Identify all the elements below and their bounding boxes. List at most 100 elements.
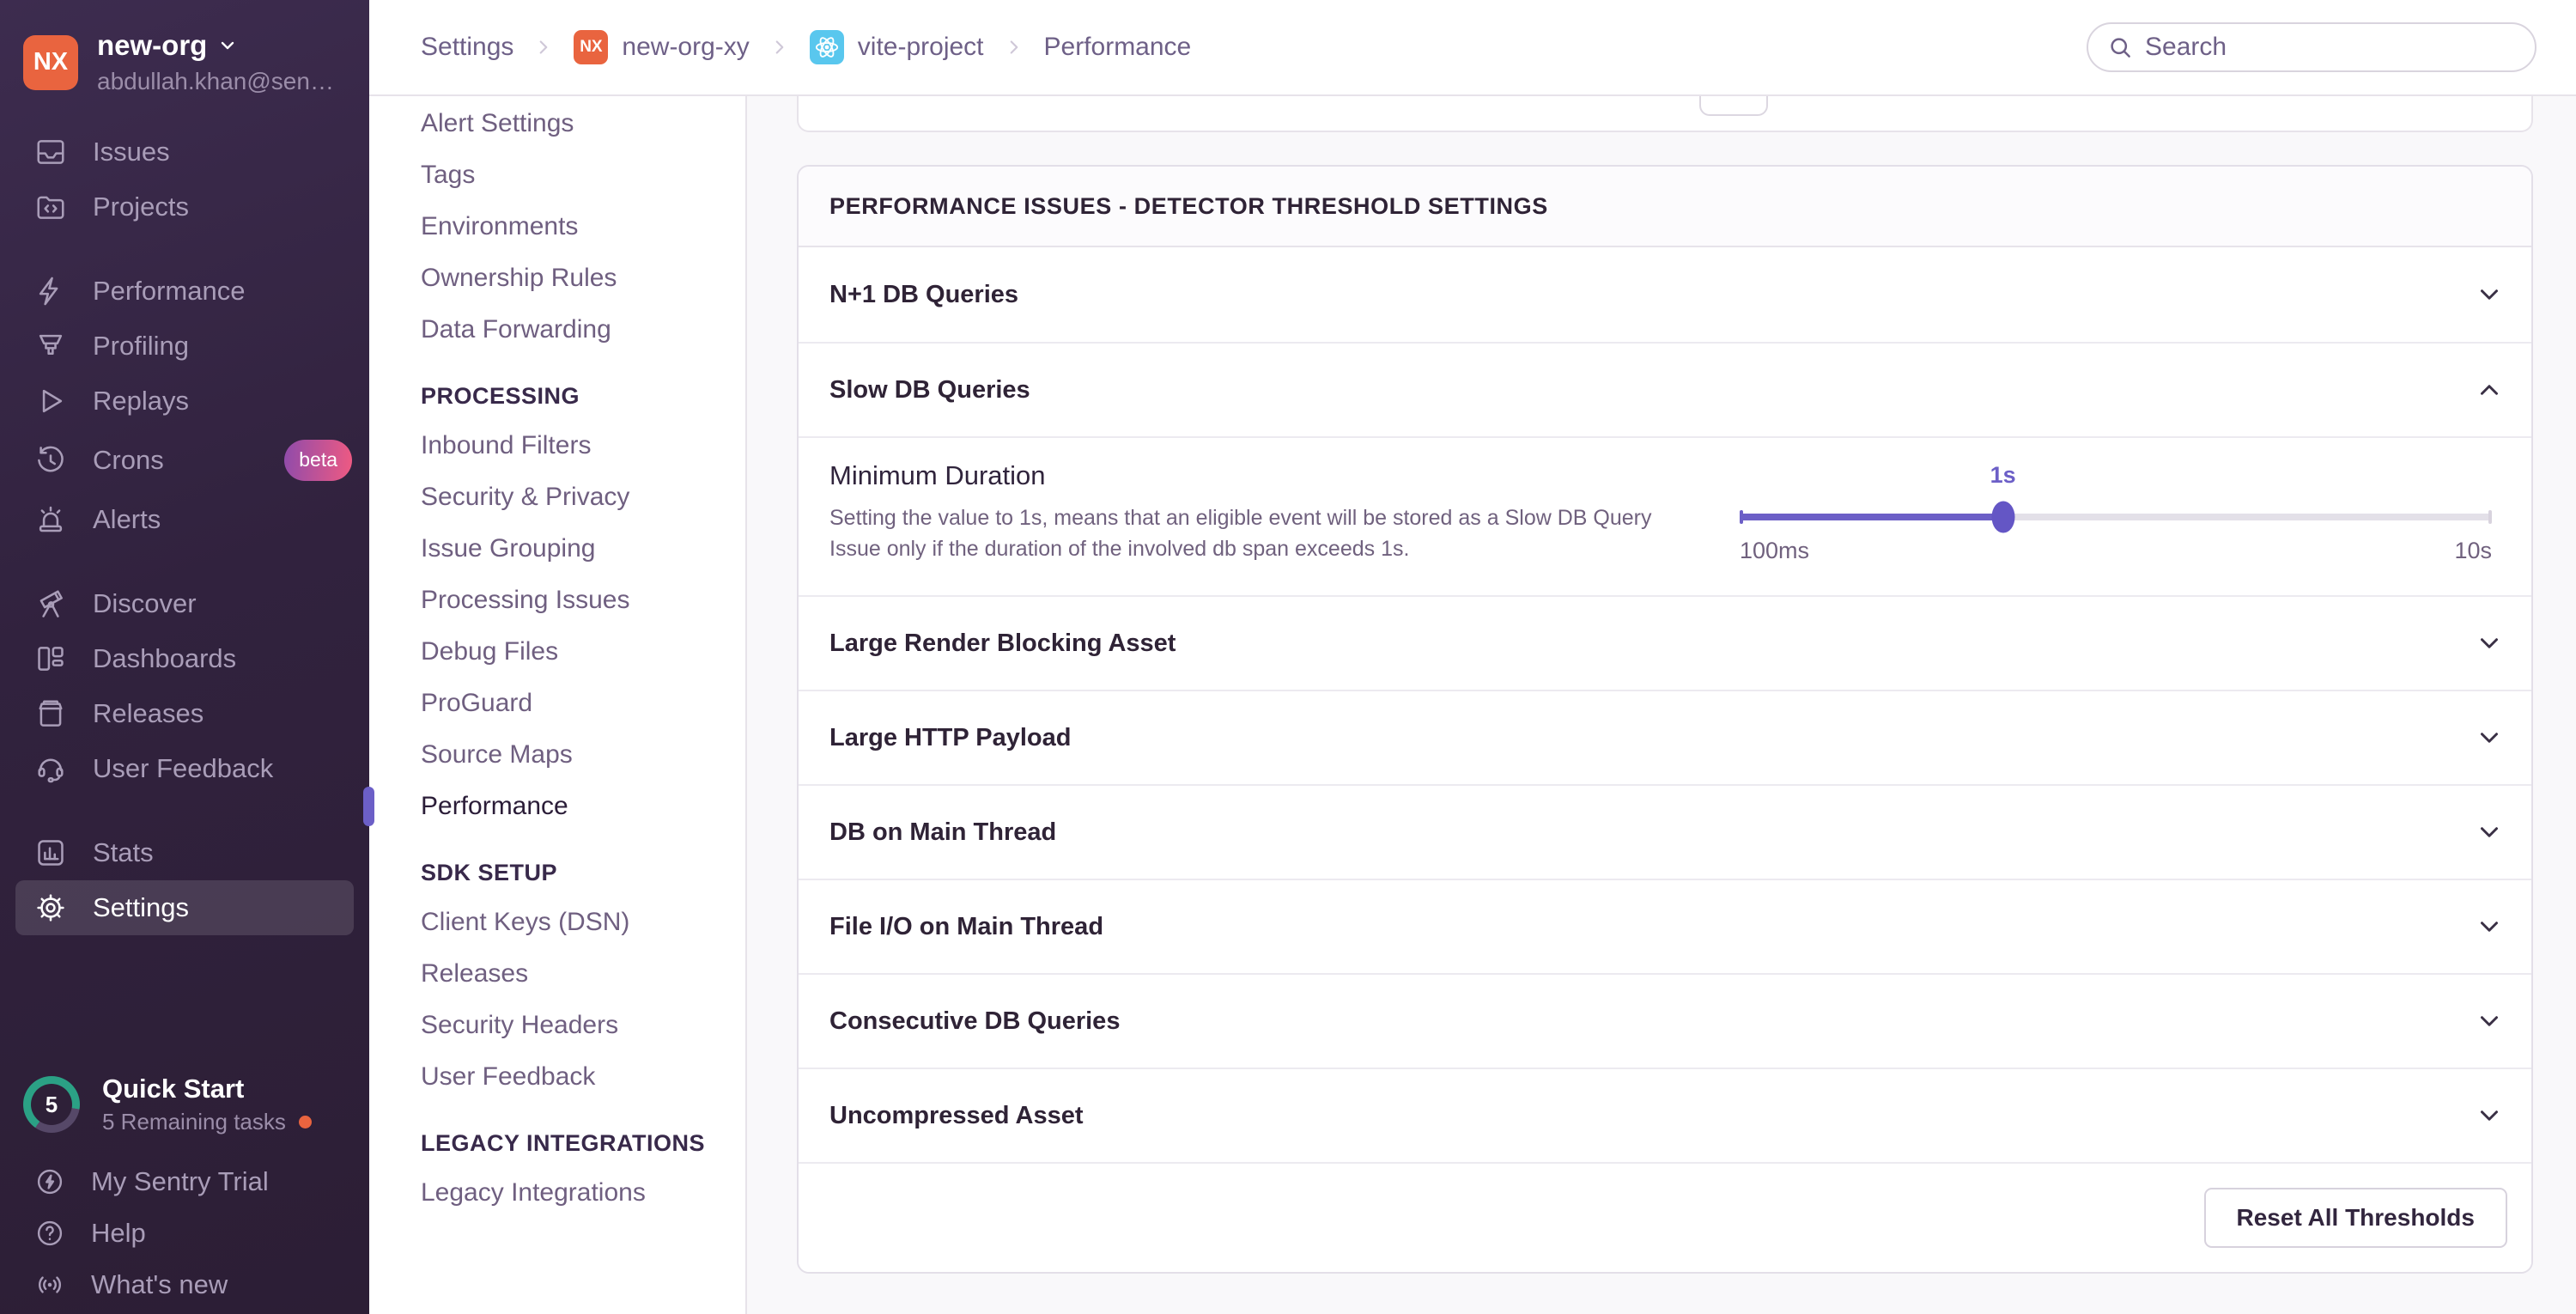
dashboards-icon <box>34 642 67 675</box>
settings-nav-item-releases[interactable]: Releases <box>369 948 745 1000</box>
sidebar-item-settings[interactable]: Settings <box>15 880 354 935</box>
sidebar-group: Performance Profiling Replays Crons beta … <box>0 264 369 547</box>
chevron-down-icon <box>2475 1101 2504 1130</box>
chevron-down-icon <box>2475 1007 2504 1036</box>
detector-rows: N+1 DB Queries Slow DB Queries Minimum D… <box>799 247 2531 1162</box>
settings-nav-section-header: SDK SETUP <box>421 860 558 885</box>
performance-icon <box>34 275 67 307</box>
projects-icon <box>34 191 67 223</box>
sidebar-item-label: User Feedback <box>93 753 274 783</box>
sidebar-item-releases[interactable]: Releases <box>0 686 369 741</box>
sidebar-item-discover[interactable]: Discover <box>0 576 369 631</box>
settings-nav-item-ownership-rules[interactable]: Ownership Rules <box>369 252 745 304</box>
sidebar-item-dashboards[interactable]: Dashboards <box>0 631 369 686</box>
slider-max-label: 10s <box>2454 538 2492 563</box>
search-icon <box>2107 34 2133 60</box>
breadcrumb-vite-project[interactable]: vite-project <box>809 30 984 64</box>
settings-nav-item-label: Alert Settings <box>421 109 574 137</box>
settings-nav-item-environments[interactable]: Environments <box>369 201 745 252</box>
settings-nav-item-processing-issues[interactable]: Processing Issues <box>369 575 745 626</box>
panel-title: PERFORMANCE ISSUES - DETECTOR THRESHOLD … <box>799 167 2531 247</box>
trial-icon <box>34 1166 65 1197</box>
scrolled-panel-bottom <box>797 96 2533 132</box>
quick-start-title: Quick Start <box>102 1074 245 1104</box>
sidebar-item-projects[interactable]: Projects <box>0 179 369 234</box>
search-input[interactable] <box>2145 33 2516 62</box>
sidebar-group: Discover Dashboards Releases User Feedba… <box>0 576 369 796</box>
sidebar-bottom: 5 Quick Start 5 Remaining tasks My Sentr… <box>0 1058 369 1314</box>
slider-handle[interactable] <box>1991 501 2015 533</box>
settings-nav-item-label: Performance <box>421 792 568 820</box>
alerts-icon <box>34 503 67 536</box>
sidebar-item-performance[interactable]: Performance <box>0 264 369 319</box>
panel-footer: Reset All Thresholds <box>799 1162 2531 1272</box>
sidebar-item-help[interactable]: Help <box>0 1208 369 1259</box>
settings-nav-item-debug-files[interactable]: Debug Files <box>369 626 745 678</box>
chevron-right-icon <box>1003 36 1025 58</box>
settings-nav-item-label: Tags <box>421 161 476 189</box>
settings-nav-item-proguard[interactable]: ProGuard <box>369 678 745 729</box>
detector-row-n-1-db-queries[interactable]: N+1 DB Queries <box>799 247 2531 342</box>
org-switcher[interactable]: NX new-org abdullah.khan@sen… <box>0 0 369 119</box>
sidebar-item-user-feedback[interactable]: User Feedback <box>0 741 369 796</box>
sidebar-item-issues[interactable]: Issues <box>0 125 369 179</box>
sidebar-utility-list: My Sentry Trial Help What's new <box>0 1156 369 1314</box>
detector-row-slow-db-queries[interactable]: Slow DB Queries <box>799 342 2531 436</box>
sidebar-item-label: Replays <box>93 386 189 416</box>
slow-db-queries-detail: Minimum Duration Setting the value to 1s… <box>799 436 2531 595</box>
settings-nav-item-label: Security Headers <box>421 1011 619 1039</box>
sidebar-item-my-sentry-trial[interactable]: My Sentry Trial <box>0 1156 369 1208</box>
sidebar-item-replays[interactable]: Replays <box>0 374 369 429</box>
detector-row-file-i-o-on-main-thread[interactable]: File I/O on Main Thread <box>799 879 2531 973</box>
settings-nav-item-user-feedback[interactable]: User Feedback <box>369 1051 745 1103</box>
detector-row-uncompressed-asset[interactable]: Uncompressed Asset <box>799 1068 2531 1162</box>
settings-nav-item-label: Ownership Rules <box>421 264 617 292</box>
chevron-down-icon <box>2475 629 2504 658</box>
org-avatar: NX <box>23 34 78 90</box>
sidebar-item-label: Stats <box>93 837 154 867</box>
replays-icon <box>34 385 67 417</box>
detector-row-large-http-payload[interactable]: Large HTTP Payload <box>799 690 2531 784</box>
breadcrumb-label: new-org-xy <box>622 33 750 61</box>
sidebar-item-stats[interactable]: Stats <box>0 825 369 880</box>
slider-track[interactable] <box>1740 501 2492 533</box>
search-box[interactable] <box>2087 22 2537 72</box>
settings-nav-item-client-keys-dsn[interactable]: Client Keys (DSN) <box>369 897 745 948</box>
settings-nav-item-security-headers[interactable]: Security Headers <box>369 1000 745 1051</box>
breadcrumb-settings[interactable]: Settings <box>421 33 513 62</box>
settings-nav-item-security-privacy[interactable]: Security & Privacy <box>369 471 745 523</box>
whats-new-icon <box>34 1269 65 1300</box>
settings-nav-item-issue-grouping[interactable]: Issue Grouping <box>369 523 745 575</box>
sidebar-item-profiling[interactable]: Profiling <box>0 319 369 374</box>
settings-nav-item-source-maps[interactable]: Source Maps <box>369 729 745 781</box>
cut-off-button[interactable] <box>1699 96 1768 116</box>
breadcrumb-new-org-xy[interactable]: NX new-org-xy <box>574 30 750 64</box>
sidebar-item-label: My Sentry Trial <box>91 1166 269 1196</box>
settings-nav-item-label: User Feedback <box>421 1062 596 1091</box>
setting-label: Minimum Duration <box>829 460 1046 490</box>
detector-row-label: Uncompressed Asset <box>829 1101 1084 1129</box>
slider-min-tick <box>1740 510 1743 524</box>
sidebar-item-what-s-new[interactable]: What's new <box>0 1259 369 1311</box>
settings-nav-item-tags[interactable]: Tags <box>369 149 745 201</box>
sidebar-group: Issues Projects <box>0 125 369 234</box>
sidebar-item-label: Profiling <box>93 331 189 361</box>
quick-start-item[interactable]: 5 Quick Start 5 Remaining tasks <box>0 1058 369 1156</box>
sidebar-item-crons[interactable]: Crons beta <box>0 429 369 492</box>
settings-nav-item-performance[interactable]: Performance <box>363 781 745 832</box>
settings-nav-item-data-forwarding[interactable]: Data Forwarding <box>369 304 745 356</box>
reset-all-thresholds-button[interactable]: Reset All Thresholds <box>2203 1188 2507 1248</box>
detector-row-label: File I/O on Main Thread <box>829 912 1104 940</box>
detector-row-consecutive-db-queries[interactable]: Consecutive DB Queries <box>799 973 2531 1068</box>
settings-nav-item-inbound-filters[interactable]: Inbound Filters <box>369 420 745 471</box>
issues-icon <box>34 136 67 168</box>
detector-row-db-on-main-thread[interactable]: DB on Main Thread <box>799 784 2531 879</box>
sidebar-item-alerts[interactable]: Alerts <box>0 492 369 547</box>
sidebar-item-label: What's new <box>91 1269 228 1299</box>
detector-row-large-render-blocking-asset[interactable]: Large Render Blocking Asset <box>799 595 2531 690</box>
settings-nav-item-alert-settings[interactable]: Alert Settings <box>369 98 745 149</box>
settings-nav-item-legacy-integrations[interactable]: Legacy Integrations <box>369 1167 745 1219</box>
chevron-right-icon <box>532 36 555 58</box>
crons-icon <box>34 444 67 477</box>
settings-nav-item-label: Environments <box>421 212 579 240</box>
